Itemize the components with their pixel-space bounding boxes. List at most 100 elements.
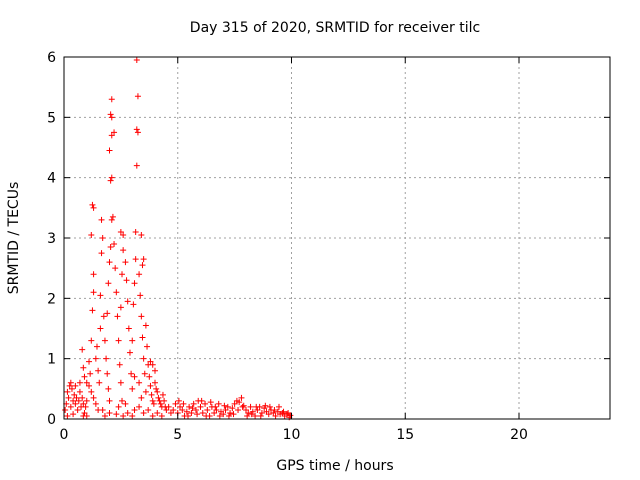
data-point <box>93 343 100 350</box>
data-point <box>145 406 152 413</box>
data-point <box>154 409 161 416</box>
data-point <box>64 388 71 395</box>
x-axis-label: GPS time / hours <box>276 458 393 474</box>
data-point <box>82 403 89 410</box>
data-point <box>89 201 96 208</box>
data-point <box>253 403 260 410</box>
data-point <box>120 247 127 254</box>
data-point <box>115 403 122 410</box>
data-point <box>239 403 246 410</box>
data-point <box>287 412 294 419</box>
data-point <box>279 409 286 416</box>
data-point <box>211 409 218 416</box>
data-point <box>236 399 243 406</box>
data-point <box>113 289 120 296</box>
data-point <box>131 373 138 380</box>
data-point <box>106 397 113 404</box>
x-tick-label: 0 <box>60 427 69 443</box>
data-point <box>139 334 146 341</box>
data-point <box>106 259 113 266</box>
y-tick-label: 1 <box>47 352 56 368</box>
data-point <box>149 397 156 404</box>
data-point <box>202 400 209 407</box>
data-point <box>154 388 161 395</box>
data-point <box>98 250 105 257</box>
data-point <box>107 244 114 251</box>
data-point <box>96 379 103 386</box>
data-point <box>231 400 238 407</box>
data-point <box>101 337 108 344</box>
data-point <box>76 388 83 395</box>
data-point <box>130 301 137 308</box>
data-point <box>134 93 141 100</box>
data-point <box>129 385 136 392</box>
data-point <box>153 385 160 392</box>
x-tick-label: 15 <box>396 427 414 443</box>
x-tick-label: 10 <box>283 427 301 443</box>
data-point <box>124 409 131 416</box>
data-point <box>134 129 141 136</box>
data-point <box>108 96 115 103</box>
data-point <box>95 367 102 374</box>
data-point <box>141 370 148 377</box>
data-point <box>70 411 77 418</box>
data-point <box>119 397 126 404</box>
data-point <box>161 397 168 404</box>
data-point <box>212 403 219 410</box>
data-point <box>123 277 130 284</box>
data-point <box>149 412 156 419</box>
data-point <box>80 364 87 371</box>
data-point <box>131 406 138 413</box>
data-point <box>204 406 211 413</box>
data-point <box>108 216 115 223</box>
data-point <box>132 228 139 235</box>
data-point <box>280 408 287 415</box>
data-point <box>90 289 97 296</box>
data-point <box>142 388 149 395</box>
data-point <box>138 394 145 401</box>
data-point <box>116 361 123 368</box>
x-tick-label: 20 <box>510 427 528 443</box>
data-point <box>262 402 269 409</box>
data-point <box>65 394 72 401</box>
data-point <box>86 382 93 389</box>
data-point <box>105 280 112 287</box>
data-point <box>142 322 149 329</box>
data-point <box>254 406 261 413</box>
data-points <box>62 57 294 421</box>
data-point <box>89 307 96 314</box>
data-point <box>107 111 114 118</box>
data-point <box>222 406 229 413</box>
data-point <box>83 412 90 419</box>
data-point <box>155 394 162 401</box>
data-point <box>98 216 105 223</box>
data-point <box>124 298 131 305</box>
data-point <box>100 313 107 320</box>
data-point <box>88 388 95 395</box>
data-point <box>197 403 204 410</box>
y-axis-label: SRMTID / TECUs <box>6 182 22 295</box>
data-point <box>111 241 118 248</box>
data-point <box>83 397 90 404</box>
data-point <box>83 379 90 386</box>
data-point <box>104 370 111 377</box>
data-point <box>225 412 232 419</box>
y-axis-ticks: 0 1 2 3 4 5 6 <box>47 50 610 428</box>
data-point <box>114 313 121 320</box>
data-point <box>192 406 199 413</box>
data-point <box>147 382 154 389</box>
data-point <box>79 346 86 353</box>
data-point <box>133 162 140 169</box>
data-point <box>120 231 127 238</box>
data-point <box>163 406 170 413</box>
data-point <box>67 403 74 410</box>
data-point <box>81 409 88 416</box>
data-point <box>92 355 99 362</box>
data-point <box>70 397 77 404</box>
data-point <box>97 325 104 332</box>
data-point <box>188 409 195 416</box>
data-point <box>172 400 179 407</box>
data-point <box>149 361 156 368</box>
data-point <box>62 406 69 413</box>
